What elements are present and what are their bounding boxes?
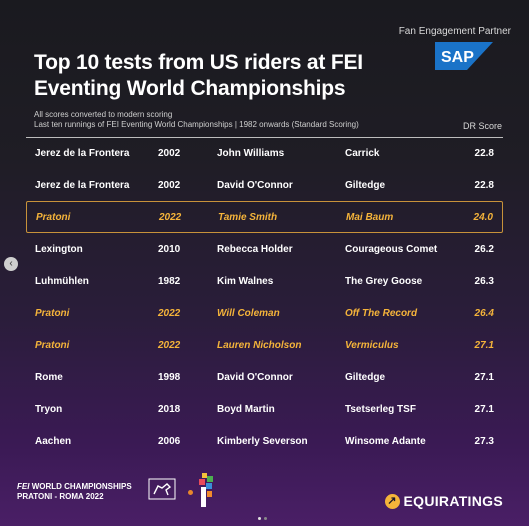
year-cell: 2006 [158, 435, 181, 447]
horse-cell: The Grey Goose [345, 275, 423, 287]
horse-cell: Vermiculus [345, 339, 399, 351]
year-cell: 2022 [158, 339, 181, 351]
sap-logo: SAP [435, 42, 493, 70]
score-cell: 26.3 [474, 275, 494, 287]
previous-slide-button[interactable]: ‹ [4, 257, 18, 271]
rider-cell: David O'Connor [217, 179, 293, 191]
year-cell: 1982 [158, 275, 181, 287]
equiratings-wordmark: EQUIRATINGS [403, 493, 503, 509]
table-row: Jerez de la Frontera 2002 John Williams Car… [26, 137, 503, 169]
event-location: PRATONI - ROMA 2022 [17, 492, 104, 501]
score-cell: 26.2 [474, 243, 494, 255]
venue-cell: Tryon [35, 403, 63, 415]
table-row: Aachen 2006 Kimberly Severson Winsome Adant… [26, 425, 503, 457]
header-divider [26, 137, 503, 138]
subtitle-line-scoring: All scores converted to modern scoring [34, 110, 173, 119]
pager-dot-active[interactable] [258, 517, 261, 520]
venue-cell: Aachen [35, 435, 72, 447]
rider-cell: Tamie Smith [218, 211, 278, 223]
table-row: Pratoni 2022 Tamie Smith Mai Baum 24.0 [26, 201, 503, 233]
score-column-header: DR Score [462, 121, 502, 131]
partner-label: Fan Engagement Partner [398, 26, 511, 37]
venue-cell: Luhmühlen [35, 275, 89, 287]
horse-icon [148, 478, 176, 500]
event-name: WORLD CHAMPIONSHIPS [31, 482, 132, 491]
event-logo: FEI WORLD CHAMPIONSHIPS PRATONI - ROMA 2… [17, 482, 132, 502]
score-cell: 22.8 [474, 179, 494, 191]
year-cell: 2022 [159, 211, 182, 223]
table-row: Jerez de la Frontera 2002 David O'Connor Gi… [26, 169, 503, 201]
horse-cell: Mai Baum [346, 211, 394, 223]
table-row: Lexington 2010 Rebecca Holder Courageous Co… [26, 233, 503, 265]
score-cell: 24.0 [473, 211, 493, 223]
year-cell: 2018 [158, 403, 181, 415]
venue-cell: Lexington [35, 243, 83, 255]
year-cell: 2022 [158, 307, 181, 319]
rider-cell: Kim Walnes [217, 275, 274, 287]
equiratings-logo: ↗ EQUIRATINGS [384, 493, 504, 509]
score-cell: 27.1 [474, 371, 494, 383]
horse-cell: Giltedge [345, 179, 386, 191]
table-row: Rome 1998 David O'Connor Giltedge 27.1 [26, 361, 503, 393]
equiratings-icon: ↗ [384, 493, 400, 509]
fei-logo: FEI [17, 482, 30, 491]
table-row: Luhmühlen 1982 Kim Walnes The Grey Goose 26.… [26, 265, 503, 297]
venue-cell: Pratoni [35, 307, 70, 319]
dot-icon [188, 490, 193, 495]
horse-cell: Giltedge [345, 371, 386, 383]
year-cell: 1998 [158, 371, 181, 383]
venue-cell: Jerez de la Frontera [35, 179, 130, 191]
venue-cell: Jerez de la Frontera [35, 147, 130, 159]
subtitle-line-scope: Last ten runnings of FEI Eventing World … [34, 120, 359, 129]
score-cell: 27.1 [474, 339, 494, 351]
rider-cell: Kimberly Severson [217, 435, 308, 447]
rider-cell: Boyd Martin [217, 403, 275, 415]
rider-cell: Lauren Nicholson [217, 339, 302, 351]
horse-cell: Carrick [345, 147, 380, 159]
year-cell: 2002 [158, 179, 181, 191]
horse-cell: Courageous Comet [345, 243, 438, 255]
pager-dot[interactable] [264, 517, 267, 520]
horse-cell: Winsome Adante [345, 435, 426, 447]
score-cell: 27.3 [474, 435, 494, 447]
slide-pager[interactable] [258, 517, 267, 520]
table-row: Tryon 2018 Boyd Martin Tsetserleg TSF 27.1 [26, 393, 503, 425]
venue-cell: Pratoni [35, 339, 70, 351]
svg-text:SAP: SAP [441, 49, 474, 66]
rider-cell: David O'Connor [217, 371, 293, 383]
page-title: Top 10 tests from US riders at FEI Event… [34, 51, 363, 100]
championship-brand-icon [199, 473, 213, 507]
subtitle: All scores converted to modern scoring L… [34, 110, 359, 130]
venue-cell: Pratoni [36, 211, 71, 223]
score-cell: 22.8 [474, 147, 494, 159]
year-cell: 2002 [158, 147, 181, 159]
score-cell: 26.4 [474, 307, 494, 319]
rider-cell: John Williams [217, 147, 285, 159]
rider-cell: Rebecca Holder [217, 243, 293, 255]
table-row: Pratoni 2022 Will Coleman Off The Record 26.… [26, 297, 503, 329]
results-table: Jerez de la Frontera 2002 John Williams Car… [26, 137, 503, 457]
venue-cell: Rome [35, 371, 63, 383]
score-cell: 27.1 [474, 403, 494, 415]
table-row: Pratoni 2022 Lauren Nicholson Vermiculus 27.… [26, 329, 503, 361]
year-cell: 2010 [158, 243, 181, 255]
horse-cell: Off The Record [345, 307, 418, 319]
horse-cell: Tsetserleg TSF [345, 403, 416, 415]
rider-cell: Will Coleman [217, 307, 280, 319]
